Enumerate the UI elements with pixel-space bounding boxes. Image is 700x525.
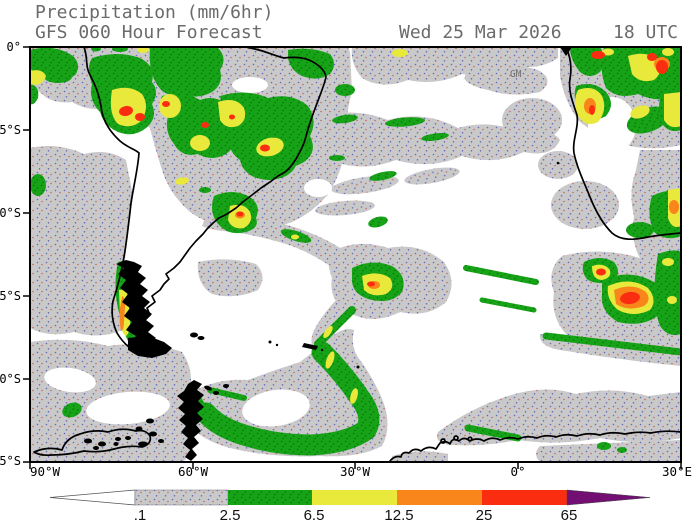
lat-label-15s: 15°S xyxy=(0,123,21,137)
lon-label-30w: 30°W xyxy=(339,464,371,479)
map-title: Precipitation (mm/6hr) xyxy=(35,2,274,23)
colorbar-label-12.5: 12.5 xyxy=(384,507,413,524)
lon-label-90w: 90°W xyxy=(29,464,61,479)
precip-red-layer xyxy=(119,51,668,305)
clear-patches xyxy=(44,64,636,427)
colorbar-label-2.5: 2.5 xyxy=(220,507,241,524)
colorbar-segment-green xyxy=(228,490,312,505)
colorbar-segment-red xyxy=(482,490,567,505)
colorbar-label-25: 25 xyxy=(476,507,493,524)
colorbar-label-0.1: .1 xyxy=(134,507,147,524)
colorbar-right-arrow xyxy=(566,489,651,506)
lon-label-0: 0° xyxy=(510,464,526,479)
colorbar-label-6.5: 6.5 xyxy=(304,507,325,524)
colorbar-segment-orange xyxy=(397,490,482,505)
lat-label-75s: 75°S xyxy=(0,454,21,468)
lat-label-45s: 45°S xyxy=(0,289,21,303)
terrain-layer xyxy=(84,47,572,461)
lat-label-30s: 30°S xyxy=(0,206,21,220)
lon-label-30e: 30°E xyxy=(661,464,693,479)
valid-time: 18 UTC xyxy=(613,22,679,43)
greenwich-label: GM xyxy=(510,69,522,80)
colorbar-segment-gray xyxy=(134,489,229,506)
axis-ticks xyxy=(23,46,682,469)
lat-label-0: 0° xyxy=(6,40,21,54)
lat-label-60s: 60°S xyxy=(0,372,21,386)
colorbar-left-arrow xyxy=(49,489,136,506)
coastline-layer xyxy=(33,47,681,462)
colorbar-segment-yellow xyxy=(312,490,397,505)
colorbar-label-65: 65 xyxy=(561,507,578,524)
lon-label-60w: 60°W xyxy=(177,464,209,479)
valid-date: Wed 25 Mar 2026 xyxy=(399,22,562,43)
colorbar: .1 2.5 6.5 12.5 25 65 xyxy=(49,489,651,524)
forecast-subtitle: GFS 060 Hour Forecast xyxy=(35,22,263,43)
